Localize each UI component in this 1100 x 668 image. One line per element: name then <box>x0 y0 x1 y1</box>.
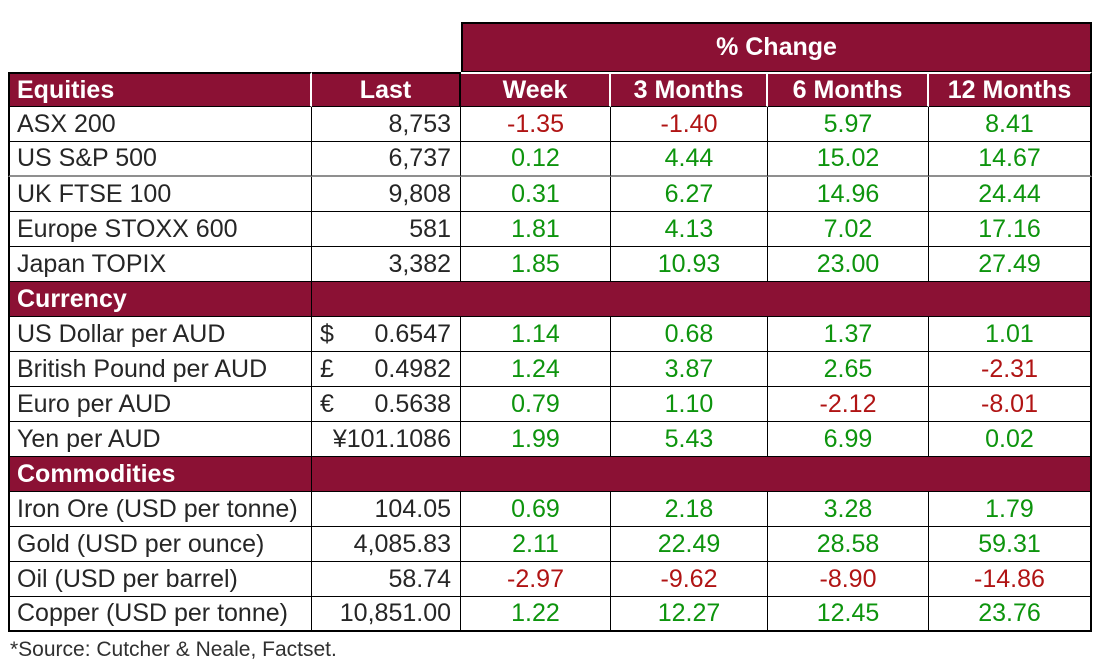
cell-change-6-months: 3.28 <box>768 492 929 527</box>
cell-last: 6,737 <box>312 142 461 177</box>
currency-symbol: € <box>320 389 334 418</box>
cell-change-week: 0.79 <box>461 387 611 422</box>
cell-name: Oil (USD per barrel) <box>8 562 312 597</box>
cell-change-3-months: 22.49 <box>611 527 768 562</box>
pct-change-header: % Change <box>461 22 1092 72</box>
last-value: 0.4982 <box>374 354 451 383</box>
cell-change-12-months: 1.79 <box>929 492 1092 527</box>
cell-change-12-months: 8.41 <box>929 107 1092 142</box>
last-value: 0.5638 <box>374 389 451 418</box>
section-fill <box>312 282 1092 317</box>
cell-last: £0.4982 <box>312 352 461 387</box>
cell-last: 4,085.83 <box>312 527 461 562</box>
cell-change-3-months: 0.68 <box>611 317 768 352</box>
cell-name: ASX 200 <box>8 107 312 142</box>
cell-last: €0.5638 <box>312 387 461 422</box>
cell-last: 8,753 <box>312 107 461 142</box>
col-header-3-months: 3 Months <box>611 72 768 107</box>
cell-last: $0.6547 <box>312 317 461 352</box>
cell-change-week: 0.69 <box>461 492 611 527</box>
cell-name: Euro per AUD <box>8 387 312 422</box>
cell-change-3-months: 12.27 <box>611 597 768 632</box>
cell-name: Gold (USD per ounce) <box>8 527 312 562</box>
cell-last: 58.74 <box>312 562 461 597</box>
cell-change-3-months: 10.93 <box>611 247 768 282</box>
cell-change-12-months: 14.67 <box>929 142 1092 177</box>
cell-change-6-months: 1.37 <box>768 317 929 352</box>
cell-change-6-months: 14.96 <box>768 177 929 212</box>
cell-name: Japan TOPIX <box>8 247 312 282</box>
cell-change-12-months: -8.01 <box>929 387 1092 422</box>
cell-name: British Pound per AUD <box>8 352 312 387</box>
cell-name: Yen per AUD <box>8 422 312 457</box>
last-value: 0.6547 <box>374 319 451 348</box>
cell-change-3-months: 4.13 <box>611 212 768 247</box>
col-header-equities: Equities <box>8 72 312 107</box>
section-title: Currency <box>8 282 312 317</box>
cell-change-6-months: -2.12 <box>768 387 929 422</box>
cell-change-3-months: -1.40 <box>611 107 768 142</box>
cell-change-12-months: 0.02 <box>929 422 1092 457</box>
cell-name: Copper (USD per tonne) <box>8 597 312 632</box>
cell-change-3-months: 5.43 <box>611 422 768 457</box>
source-note: *Source: Cutcher & Neale, Factset. <box>10 638 337 661</box>
cell-name: US S&P 500 <box>8 142 312 177</box>
cell-change-3-months: 2.18 <box>611 492 768 527</box>
cell-last: ¥101.1086 <box>312 422 461 457</box>
cell-change-6-months: 2.65 <box>768 352 929 387</box>
cell-change-12-months: 17.16 <box>929 212 1092 247</box>
section-fill <box>312 457 1092 492</box>
cell-change-6-months: 12.45 <box>768 597 929 632</box>
cell-last: 581 <box>312 212 461 247</box>
cell-name: Iron Ore (USD per tonne) <box>8 492 312 527</box>
cell-change-3-months: -9.62 <box>611 562 768 597</box>
cell-change-6-months: 6.99 <box>768 422 929 457</box>
cell-change-week: 1.85 <box>461 247 611 282</box>
cell-change-3-months: 6.27 <box>611 177 768 212</box>
cell-change-6-months: 23.00 <box>768 247 929 282</box>
cell-last: 9,808 <box>312 177 461 212</box>
currency-symbol: $ <box>320 319 334 348</box>
cell-change-week: 2.11 <box>461 527 611 562</box>
cell-name: UK FTSE 100 <box>8 177 312 212</box>
cell-change-12-months: 24.44 <box>929 177 1092 212</box>
cell-change-3-months: 1.10 <box>611 387 768 422</box>
cell-change-12-months: 27.49 <box>929 247 1092 282</box>
cell-last: 10,851.00 <box>312 597 461 632</box>
cell-change-12-months: -14.86 <box>929 562 1092 597</box>
section-title: Commodities <box>8 457 312 492</box>
cell-change-week: 1.14 <box>461 317 611 352</box>
cell-change-6-months: 28.58 <box>768 527 929 562</box>
cell-name: Europe STOXX 600 <box>8 212 312 247</box>
cell-change-week: 1.81 <box>461 212 611 247</box>
cell-name: US Dollar per AUD <box>8 317 312 352</box>
cell-change-week: 1.22 <box>461 597 611 632</box>
cell-change-12-months: 1.01 <box>929 317 1092 352</box>
currency-symbol: £ <box>320 354 334 383</box>
cell-change-week: -1.35 <box>461 107 611 142</box>
band-spacer <box>8 22 461 72</box>
cell-change-12-months: -2.31 <box>929 352 1092 387</box>
cell-change-6-months: 15.02 <box>768 142 929 177</box>
col-header-12-months: 12 Months <box>929 72 1092 107</box>
cell-change-12-months: 59.31 <box>929 527 1092 562</box>
cell-change-6-months: -8.90 <box>768 562 929 597</box>
cell-change-6-months: 7.02 <box>768 212 929 247</box>
cell-last: 3,382 <box>312 247 461 282</box>
cell-last: 104.05 <box>312 492 461 527</box>
cell-change-week: 0.31 <box>461 177 611 212</box>
cell-change-week: 0.12 <box>461 142 611 177</box>
col-header-6-months: 6 Months <box>768 72 929 107</box>
cell-change-week: -2.97 <box>461 562 611 597</box>
cell-change-week: 1.24 <box>461 352 611 387</box>
market-summary-table: % Change Equities Last Week 3 Months 6 M… <box>8 22 1092 632</box>
cell-change-week: 1.99 <box>461 422 611 457</box>
col-header-week: Week <box>461 72 611 107</box>
cell-change-12-months: 23.76 <box>929 597 1092 632</box>
col-header-last: Last <box>312 72 461 107</box>
cell-change-3-months: 4.44 <box>611 142 768 177</box>
cell-change-3-months: 3.87 <box>611 352 768 387</box>
cell-change-6-months: 5.97 <box>768 107 929 142</box>
